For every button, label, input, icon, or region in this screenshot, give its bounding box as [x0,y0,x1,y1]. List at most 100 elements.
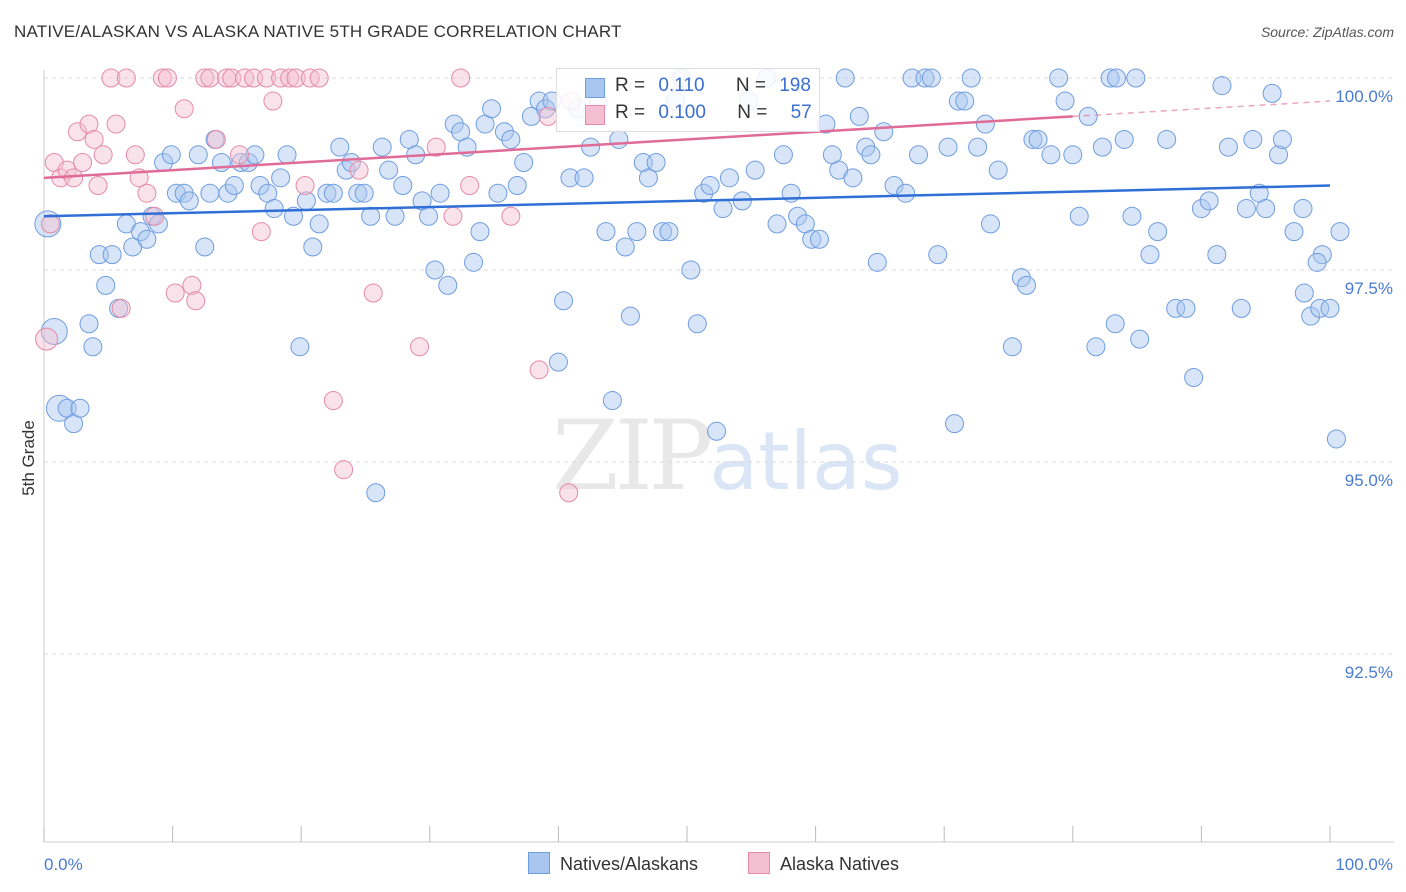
data-point [687,314,707,334]
data-point [349,160,369,180]
data-point [1055,91,1075,111]
data-point [1023,129,1043,149]
data-point [137,229,157,249]
data-point [1041,145,1061,165]
data-point [501,206,521,226]
data-point [250,176,270,196]
watermark-zip: ZIP [552,400,713,512]
data-point [713,199,733,219]
data-point [152,68,172,88]
data-point [1166,298,1186,318]
data-point [70,398,90,418]
n-value: 198 [779,75,811,96]
r-value: 0.110 [658,75,705,96]
data-point [700,176,720,196]
data-point [96,275,116,295]
data-point [182,275,202,295]
data-point [928,245,948,265]
r-label: R = [615,75,646,96]
data-point [1231,298,1251,318]
data-point [157,68,177,88]
data-point [137,183,157,203]
data-point [896,183,916,203]
data-point [694,183,714,203]
data-point [1256,199,1276,219]
data-point [1330,222,1350,242]
legend-item-natives-alaskans: Natives/Alaskans [528,852,698,875]
data-point [560,168,580,188]
legend-label: Alaska Natives [780,854,900,874]
data-point [410,337,430,357]
data-point [944,414,964,434]
data-point [45,394,73,422]
data-point [460,176,480,196]
data-point [102,245,122,265]
data-point [286,68,306,88]
data-point [1184,368,1204,388]
data-point [323,391,343,411]
data-point [309,68,329,88]
data-point [379,160,399,180]
data-point [280,68,300,88]
stats-legend: R = 0.110 N = 198 R = 0.100 N = 57 [556,68,820,132]
data-point [430,183,450,203]
data-point [464,252,484,272]
legend-label: Natives/Alaskans [560,854,699,874]
data-point [348,183,368,203]
data-point [646,152,666,172]
n-value: 57 [790,102,812,123]
y-tick-label: 95.0% [1345,471,1393,490]
data-point [83,337,103,357]
data-point [366,483,386,503]
data-point [659,222,679,242]
data-point [323,183,343,203]
data-point [79,314,99,334]
data-point [303,237,323,257]
data-point [867,252,887,272]
data-point [174,99,194,119]
legend-swatch-blue [585,78,605,98]
data-point [554,291,574,311]
data-point [1294,283,1314,303]
data-point [968,137,988,157]
data-point [361,206,381,226]
n-label: N = [735,75,766,96]
data-point [426,137,446,157]
data-point [195,237,215,257]
r-value: 0.100 [658,102,706,123]
data-point [145,206,165,226]
data-point [451,68,471,88]
data-point [1262,83,1282,103]
data-point [444,114,464,134]
data-point [330,137,350,157]
data-point [620,306,640,326]
data-point [719,168,739,188]
data-point [165,283,185,303]
data-point [1028,129,1048,149]
data-point [802,229,822,249]
data-point [1107,68,1127,88]
legend-swatch-pink [585,105,605,125]
data-point [317,183,337,203]
data-point [1130,329,1150,349]
data-point [638,168,658,188]
data-point [179,191,199,211]
data-point [1063,145,1083,165]
data-point [482,99,502,119]
data-point [488,183,508,203]
data-point [574,168,594,188]
data-point [271,168,291,188]
data-point [745,160,765,180]
data-point [111,298,131,318]
series-legend: Natives/Alaskans Alaska Natives [0,852,1406,878]
data-point [988,160,1008,180]
data-point [1272,129,1292,149]
data-point [908,145,928,165]
x-tick-label: 100.0% [1335,855,1393,874]
x-tick-label: 0.0% [44,855,83,874]
data-point [843,168,863,188]
data-point [1002,337,1022,357]
data-point [980,214,1000,234]
data-point [334,460,354,480]
